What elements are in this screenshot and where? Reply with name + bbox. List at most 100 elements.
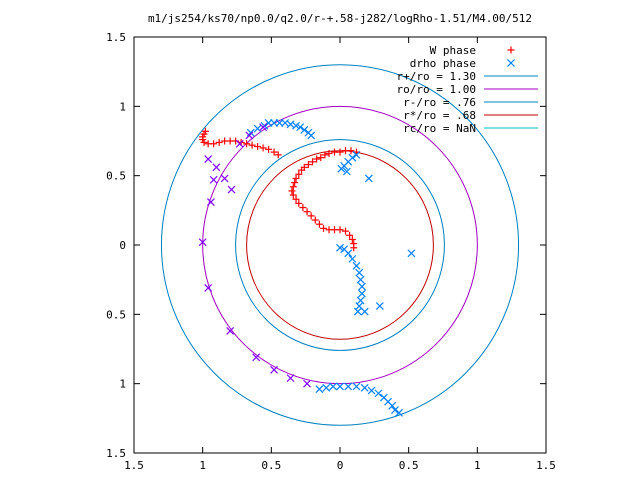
data-point (289, 183, 297, 191)
data-point (346, 231, 354, 239)
data-point (348, 254, 357, 263)
data-point (243, 140, 251, 148)
data-point (252, 353, 261, 362)
data-point (304, 161, 312, 169)
data-point (367, 386, 376, 395)
radius-circles (160, 64, 520, 426)
data-point (204, 284, 213, 292)
data-point (265, 145, 273, 153)
data-point (300, 125, 309, 134)
data-point (336, 382, 344, 391)
circle-0 (160, 64, 520, 426)
x-tick-label: 1 (474, 459, 481, 472)
data-point (360, 383, 369, 392)
data-point (307, 212, 315, 220)
circle-3 (246, 150, 434, 340)
data-point (407, 249, 416, 258)
data-point (210, 140, 218, 148)
data-point (315, 385, 324, 394)
y-tick-label: 0.5 (106, 170, 126, 183)
data-point (342, 167, 351, 176)
data-point (375, 302, 384, 310)
x-tick-label: 1.5 (124, 459, 144, 472)
data-point (364, 174, 373, 183)
data-point (307, 131, 316, 140)
data-point (270, 148, 278, 156)
chart-title: m1/js254/ks70/np0.0/q2.0/r-+.58-j282/log… (148, 12, 532, 25)
data-point (356, 275, 365, 284)
data-point (309, 158, 317, 166)
data-point (259, 123, 268, 132)
y-tick-label: 0 (119, 239, 126, 252)
legend-marker-sample (507, 46, 515, 54)
data-point (274, 151, 282, 159)
data-point (245, 131, 254, 140)
data-point (317, 154, 325, 162)
legend-marker-sample (507, 59, 515, 67)
series-1 (246, 119, 416, 417)
data-point (344, 249, 353, 258)
data-point (270, 365, 279, 374)
legend-label: rc/ro = NaN (403, 122, 476, 135)
y-tick-label: 1.5 (106, 447, 126, 460)
x-tick-label: 0 (337, 459, 344, 472)
data-point (291, 179, 299, 187)
data-point (303, 379, 311, 388)
data-point (215, 138, 223, 146)
data-point (248, 141, 256, 149)
legend-label: r*/ro = .68 (403, 109, 476, 122)
plot-frame (133, 36, 547, 454)
legend-label: r-/ro = .76 (403, 96, 476, 109)
legend-label: drho phase (410, 57, 476, 70)
data-point (350, 244, 358, 252)
y-tick-label: 1.5 (106, 31, 126, 44)
data-point (348, 235, 356, 243)
data-point (320, 224, 328, 232)
data-point (288, 187, 296, 195)
data-point (341, 227, 349, 235)
data-series (198, 119, 416, 417)
data-point (295, 199, 303, 207)
data-point (220, 174, 229, 183)
data-point (388, 401, 397, 410)
data-point (303, 208, 311, 216)
data-point (358, 289, 366, 298)
circle-1 (202, 105, 478, 385)
y-tick-label: 1 (119, 100, 126, 113)
data-point (374, 389, 383, 398)
data-point (198, 238, 207, 247)
data-point (331, 148, 339, 156)
data-point (254, 143, 262, 151)
data-point (325, 149, 333, 157)
data-point (200, 138, 208, 146)
data-point (352, 261, 361, 270)
data-point (235, 139, 244, 148)
data-point (298, 166, 306, 174)
data-point (322, 383, 331, 392)
axis-ticks: 1.5 1 0.5 0 0.5 1 1.51.510.500.511.5 (106, 31, 556, 472)
data-point (352, 382, 361, 391)
data-point (299, 204, 307, 212)
legend-label: W phase (430, 44, 476, 57)
data-point (201, 127, 209, 135)
data-point (289, 191, 297, 199)
data-point (321, 151, 329, 159)
x-tick-label: 1 (199, 459, 206, 472)
data-point (311, 216, 319, 224)
data-point (313, 155, 321, 163)
data-point (337, 164, 346, 173)
legend-label: ro/ro = 1.00 (397, 83, 476, 96)
data-point (341, 147, 349, 155)
data-point (227, 185, 236, 194)
data-point (344, 382, 353, 391)
data-point (358, 282, 366, 291)
x-tick-label: 0.5 (399, 459, 419, 472)
data-point (360, 307, 369, 316)
data-point (315, 220, 323, 228)
x-tick-label: 0.5 (261, 459, 281, 472)
data-point (329, 382, 338, 391)
data-point (232, 137, 240, 145)
y-tick-label: 1 (119, 378, 126, 391)
